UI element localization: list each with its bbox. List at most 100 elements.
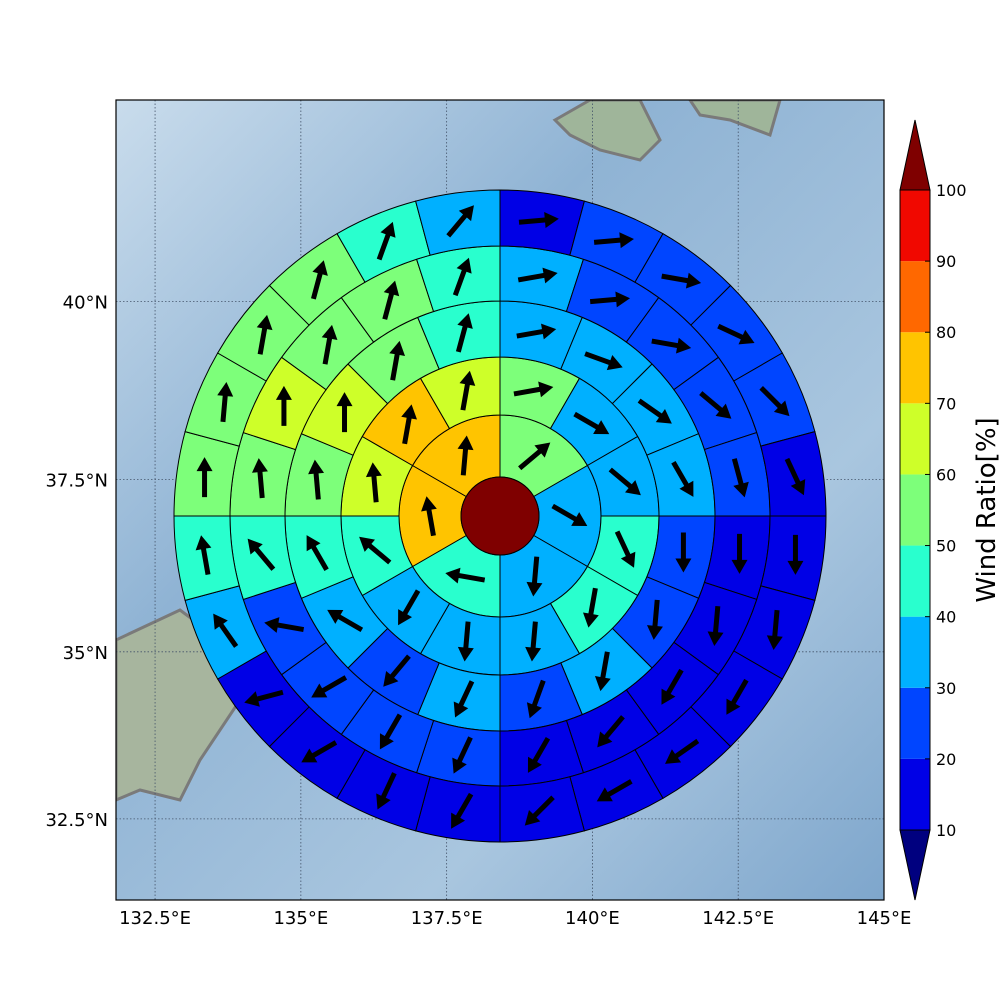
wind-arrow xyxy=(517,267,558,284)
wind-arrow xyxy=(518,442,551,471)
wind-arrow xyxy=(594,651,611,692)
wind-arrow xyxy=(524,795,555,826)
wind-arrow xyxy=(217,382,234,423)
colorbar: 10 20 30 40 50 60 70 80 90 100 Wind Ratio[%] xyxy=(899,119,1000,901)
colorbar-tick-label: 30 xyxy=(936,679,956,698)
x-tick-label: 135°E xyxy=(273,908,328,929)
wind-arrow xyxy=(731,533,748,574)
colorbar-tick-label: 90 xyxy=(936,252,956,271)
wind-arrow xyxy=(699,391,732,419)
wind-arrow xyxy=(382,280,400,320)
wind-arrow xyxy=(446,205,474,238)
wind-arrow xyxy=(275,385,292,426)
colorbar-segment xyxy=(900,332,930,404)
colorbar-segment xyxy=(900,758,930,830)
y-tick-label: 32.5°N xyxy=(45,810,108,831)
wind-arrow xyxy=(327,609,364,633)
wind-arrow xyxy=(455,313,473,353)
colorbar-frame xyxy=(899,189,931,831)
colorbar-segment xyxy=(900,261,930,333)
wind-arrow xyxy=(551,503,588,526)
wind-arrow xyxy=(525,621,542,662)
wind-arrow xyxy=(516,323,557,340)
wind-arrow xyxy=(784,457,806,496)
wind-arrow xyxy=(526,556,543,597)
wind-arrow xyxy=(457,621,474,662)
wind-arrow xyxy=(452,736,473,774)
wind-arrows xyxy=(195,205,806,829)
colorbar-tick-label: 100 xyxy=(936,181,967,200)
colorbar-segment xyxy=(900,687,930,759)
wind-arrow xyxy=(453,680,475,718)
colorbar-segment xyxy=(900,616,930,688)
map-frame xyxy=(115,99,885,901)
wind-arrow xyxy=(365,462,382,503)
y-tick-label: 40°N xyxy=(63,292,108,313)
wind-arrow xyxy=(459,370,476,411)
wind-arrow xyxy=(457,435,474,476)
colorbar-segment xyxy=(900,403,930,475)
colorbar-label: Wind Ratio[%] xyxy=(972,417,1000,602)
wind-arrow xyxy=(195,535,212,576)
wind-arrow xyxy=(651,337,692,354)
colorbar-segment xyxy=(900,545,930,617)
colorbar-tick-label: 80 xyxy=(936,323,956,342)
x-tick-label: 145°E xyxy=(857,908,912,929)
wind-arrow xyxy=(308,459,325,500)
wind-arrow xyxy=(383,654,411,687)
wind-arrow xyxy=(583,587,599,628)
wind-arrow xyxy=(452,257,472,297)
colorbar-segment xyxy=(900,474,930,546)
wind-arrow xyxy=(573,411,610,435)
wind-arrow xyxy=(675,532,692,573)
y-tick-label: 35°N xyxy=(63,643,108,664)
wind-arrow xyxy=(251,458,268,499)
colorbar-tick-label: 70 xyxy=(936,394,956,413)
colorbar-segment xyxy=(900,190,930,262)
wind-arrow xyxy=(671,460,694,497)
wind-arrow xyxy=(787,534,804,575)
colorbar-extend-low xyxy=(899,829,931,901)
wind-arrow xyxy=(527,736,551,773)
wind-arrow xyxy=(264,617,305,633)
wind-arrow xyxy=(196,457,213,498)
wind-arrow xyxy=(661,668,684,705)
x-tick-label: 132.5°E xyxy=(119,908,191,929)
x-tick-label: 140°E xyxy=(565,908,620,929)
wind-arrow xyxy=(593,232,634,249)
wind-arrow xyxy=(614,530,636,568)
wind-arrow xyxy=(401,404,417,445)
wind-arrow xyxy=(597,715,625,748)
colorbar-tick-label: 40 xyxy=(936,608,956,627)
wind-arrow xyxy=(213,613,239,648)
x-tick-label: 137.5°E xyxy=(411,908,483,929)
wind-arrow xyxy=(526,679,546,719)
sector xyxy=(415,776,501,843)
wind-arrow xyxy=(518,212,559,228)
colorbar-tick-label: 10 xyxy=(936,821,956,840)
colorbar-extend-high xyxy=(899,119,931,191)
wind-arrow xyxy=(445,567,486,584)
wind-arrow xyxy=(301,740,338,763)
wind-arrow xyxy=(589,291,631,308)
wind-arrow xyxy=(310,260,328,300)
wind-arrow xyxy=(376,772,397,810)
wind-arrow xyxy=(389,340,406,381)
wind-arrow xyxy=(637,398,672,424)
wind-arrow xyxy=(247,538,276,571)
colorbar-tick-label: 60 xyxy=(936,465,956,484)
wind-arrow xyxy=(584,351,623,371)
wind-arrow xyxy=(759,386,790,417)
wind-arrow xyxy=(608,467,641,496)
axis-labels: 132.5°E 135°E 137.5°E 140°E 142.5°E 145°E 32.5… xyxy=(45,292,911,929)
wind-arrow xyxy=(596,779,633,802)
wind-arrow xyxy=(306,535,329,572)
wind-arrow xyxy=(731,458,749,498)
wind-arrow xyxy=(359,536,392,565)
x-tick-label: 142.5°E xyxy=(702,908,774,929)
wind-arrow xyxy=(311,675,348,698)
colorbar-tick-label: 20 xyxy=(936,750,956,769)
y-tick-label: 37.5°N xyxy=(45,471,108,492)
wind-arrow xyxy=(336,392,353,433)
